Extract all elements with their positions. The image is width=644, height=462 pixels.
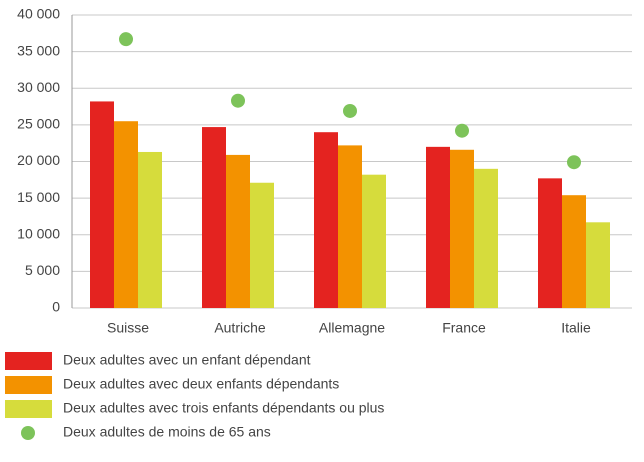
bar — [474, 168, 498, 308]
legend-marker — [21, 426, 35, 440]
legend-swatch — [5, 376, 52, 394]
bar — [250, 182, 274, 308]
dot — [343, 103, 357, 118]
bar — [562, 195, 586, 308]
y-tick-label: 5 000 — [25, 262, 60, 278]
bar — [338, 145, 362, 308]
legend-swatch — [5, 400, 52, 418]
x-tick-label: Suisse — [107, 320, 149, 336]
dot — [119, 32, 133, 47]
bar — [226, 154, 250, 308]
legend-label: Deux adultes avec deux enfants dépendant… — [63, 376, 339, 392]
bar — [90, 101, 114, 308]
bar — [426, 146, 450, 308]
legend-label: Deux adultes avec un enfant dépendant — [63, 352, 311, 368]
y-tick-label: 10 000 — [17, 225, 60, 241]
y-tick-label: 30 000 — [17, 79, 60, 95]
dot — [455, 123, 469, 138]
x-tick-label: France — [442, 320, 486, 336]
bar — [202, 127, 226, 308]
legend-swatch — [5, 352, 52, 370]
y-tick-label: 40 000 — [17, 6, 60, 22]
bar — [450, 149, 474, 308]
dot — [567, 155, 581, 170]
legend-label: Deux adultes de moins de 65 ans — [63, 424, 271, 440]
bar — [362, 174, 386, 308]
bar — [538, 178, 562, 308]
y-tick-label: 35 000 — [17, 42, 60, 58]
dot — [231, 93, 245, 108]
bar — [314, 132, 338, 308]
y-tick-label: 20 000 — [17, 152, 60, 168]
y-tick-label: 0 — [52, 299, 60, 315]
x-tick-label: Allemagne — [319, 320, 385, 336]
x-tick-label: Italie — [561, 320, 591, 336]
bar — [138, 151, 162, 308]
x-tick-label: Autriche — [214, 320, 266, 336]
y-tick-label: 15 000 — [17, 189, 60, 205]
legend-label: Deux adultes avec trois enfants dépendan… — [63, 400, 384, 416]
bar — [114, 121, 138, 309]
bar — [586, 222, 610, 308]
y-tick-label: 25 000 — [17, 116, 60, 132]
